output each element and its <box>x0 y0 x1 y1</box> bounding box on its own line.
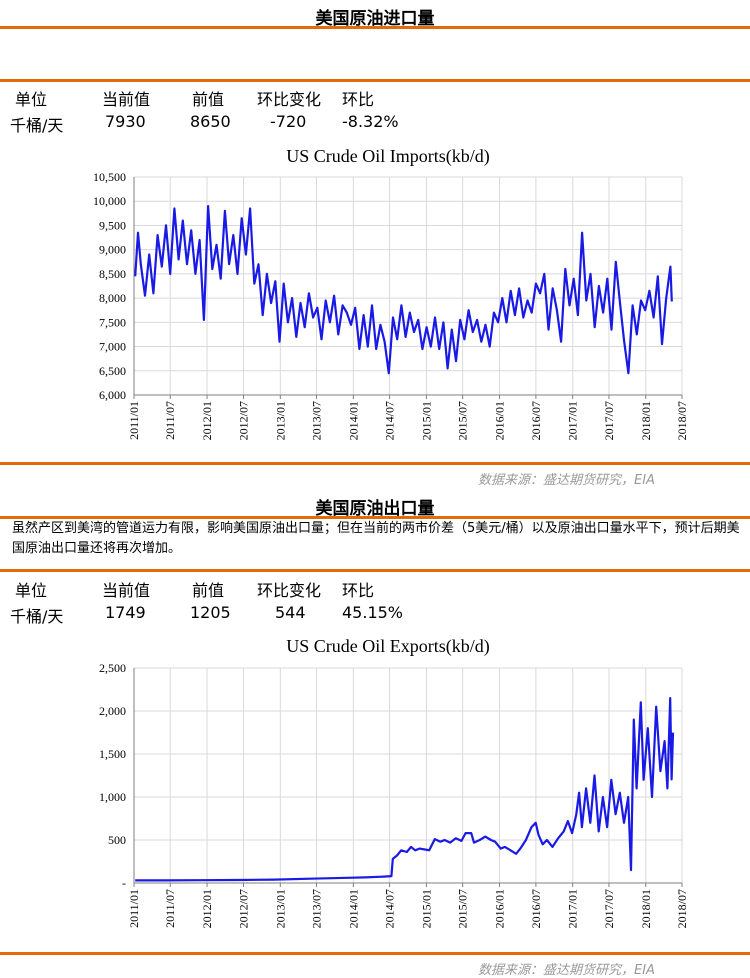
x-tick-label: 2012/01 <box>200 889 214 928</box>
y-tick-label: - <box>122 876 126 890</box>
x-tick-label: 2015/07 <box>456 401 470 440</box>
x-tick-label: 2011/01 <box>127 889 141 928</box>
exports-table-rule <box>0 569 750 572</box>
x-tick-label: 2018/01 <box>639 889 653 928</box>
x-tick-label: 2018/07 <box>675 889 689 928</box>
exports-top-rule <box>0 516 750 519</box>
value-cell: 千桶/天 <box>10 607 64 626</box>
chart-title: US Crude Oil Exports(kb/d) <box>286 636 489 657</box>
x-tick-label: 2014/01 <box>346 889 360 928</box>
x-tick-label: 2018/07 <box>675 401 689 440</box>
y-tick-label: 10,000 <box>93 194 126 208</box>
x-tick-label: 2014/07 <box>383 889 397 928</box>
y-tick-label: 9,500 <box>99 218 126 232</box>
x-tick-label: 2012/01 <box>200 401 214 440</box>
exports-bottom-rule <box>0 952 750 955</box>
header-cell: 前值 <box>192 90 225 109</box>
y-tick-label: 2,500 <box>99 661 126 675</box>
header-cell: 单位 <box>15 581 48 600</box>
y-tick-label: 7,000 <box>99 340 126 354</box>
series-line <box>135 697 675 882</box>
value-cell: 1749 <box>105 603 146 622</box>
value-cell: 千桶/天 <box>10 116 64 135</box>
header-cell: 环比 <box>342 581 375 600</box>
x-tick-label: 2017/07 <box>602 889 616 928</box>
imports-source: 数据来源：盛达期货研究，EIA <box>478 473 655 488</box>
header-cell: 环比变化 <box>257 90 322 109</box>
header-cell: 当前值 <box>102 581 151 600</box>
x-tick-label: 2011/07 <box>163 401 177 440</box>
x-tick-label: 2015/01 <box>419 889 433 928</box>
value-cell: -8.32% <box>342 112 399 131</box>
y-tick-label: 1,000 <box>99 790 126 804</box>
y-tick-label: 8,000 <box>99 291 126 305</box>
y-tick-label: 6,000 <box>99 388 126 402</box>
x-tick-label: 2012/07 <box>236 401 250 440</box>
value-cell: 7930 <box>105 112 146 131</box>
exports-note: 虽然产区到美湾的管道运力有限，影响美国原油出口量；但在当前的两市价差（5美元/桶… <box>12 521 740 556</box>
x-tick-label: 2014/07 <box>383 401 397 440</box>
x-tick-label: 2013/01 <box>273 401 287 440</box>
y-tick-label: 500 <box>108 833 126 847</box>
x-tick-label: 2015/07 <box>456 889 470 928</box>
y-tick-label: 2,000 <box>99 704 126 718</box>
x-tick-label: 2013/07 <box>310 401 324 440</box>
y-tick-label: 9,000 <box>99 243 126 257</box>
value-cell: -720 <box>270 112 307 131</box>
y-tick-label: 7,500 <box>99 315 126 329</box>
value-cell: 1205 <box>190 603 231 622</box>
value-cell: 8650 <box>190 112 231 131</box>
imports-top-rule <box>0 26 750 29</box>
imports-chart: US Crude Oil Imports(kb/d) 6,000 6,500 7,00… <box>93 146 689 440</box>
x-tick-label: 2016/01 <box>492 889 506 928</box>
y-tick-label: 1,500 <box>99 747 126 761</box>
y-tick-label: 10,500 <box>93 170 126 184</box>
x-tick-label: 2015/01 <box>419 401 433 440</box>
x-tick-label: 2014/01 <box>346 401 360 440</box>
x-tick-label: 2013/01 <box>273 889 287 928</box>
x-tick-label: 2018/01 <box>639 401 653 440</box>
x-tick-label: 2012/07 <box>236 889 250 928</box>
imports-section-title: 美国原油进口量 <box>315 9 435 29</box>
x-tick-label: 2016/01 <box>492 401 506 440</box>
x-tick-label: 2011/01 <box>127 401 141 440</box>
x-tick-label: 2016/07 <box>529 401 543 440</box>
header-cell: 前值 <box>192 581 225 600</box>
header-cell: 单位 <box>15 90 48 109</box>
header-cell: 环比 <box>342 90 375 109</box>
x-tick-label: 2016/07 <box>529 889 543 928</box>
imports-bottom-rule <box>0 462 750 465</box>
exports-chart: US Crude Oil Exports(kb/d) - 500 1,000 1,500… <box>99 636 689 928</box>
x-tick-label: 2017/01 <box>566 401 580 440</box>
series-line <box>134 205 673 375</box>
header-cell: 环比变化 <box>257 581 322 600</box>
value-cell: 45.15% <box>342 603 404 622</box>
x-tick-label: 2017/01 <box>566 889 580 928</box>
x-tick-label: 2011/07 <box>163 889 177 928</box>
y-tick-label: 6,500 <box>99 364 126 378</box>
header-cell: 当前值 <box>102 90 151 109</box>
y-tick-label: 8,500 <box>99 267 126 281</box>
value-cell: 544 <box>275 603 306 622</box>
x-tick-label: 2013/07 <box>310 889 324 928</box>
exports-source: 数据来源：盛达期货研究，EIA <box>478 963 655 978</box>
imports-table-rule <box>0 79 750 82</box>
x-tick-label: 2017/07 <box>602 401 616 440</box>
chart-title: US Crude Oil Imports(kb/d) <box>286 146 489 167</box>
exports-section-title: 美国原油出口量 <box>315 499 435 519</box>
